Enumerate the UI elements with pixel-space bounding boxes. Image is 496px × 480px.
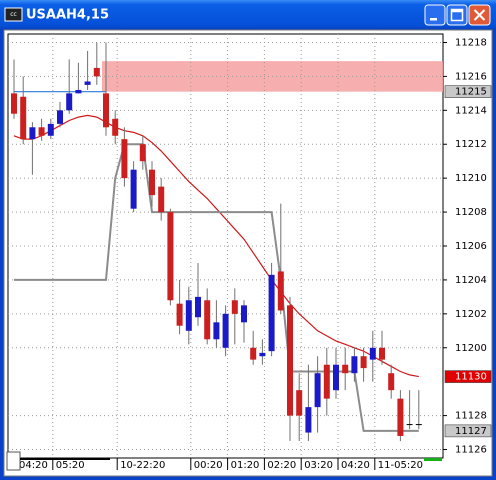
price-marker-label: 11215	[455, 87, 487, 98]
x-tick-label: 04:20	[19, 460, 48, 471]
y-tick-label: 11128	[455, 411, 487, 422]
candle-body	[213, 322, 220, 340]
y-tick-label: 11126	[455, 445, 487, 456]
y-tick-label: 11208	[455, 207, 487, 218]
price-marker-label: 11130	[455, 372, 487, 383]
y-tick-label: 11210	[455, 173, 487, 184]
app-icon	[4, 7, 23, 22]
y-tick-label: 11200	[455, 343, 487, 354]
candle-body	[415, 424, 422, 426]
candle-body	[149, 169, 155, 196]
x-tick-label: 10-22:20	[120, 460, 165, 471]
candle-body	[38, 127, 45, 136]
x-tick-label: 01:20	[231, 460, 260, 471]
y-tick-label: 11214	[455, 105, 487, 116]
candle-body	[277, 271, 284, 311]
candle-body	[204, 300, 211, 340]
candle-body	[185, 300, 192, 331]
candle-body	[231, 300, 238, 314]
candle-body	[66, 93, 73, 111]
indicator-line	[14, 143, 419, 432]
candle-body	[268, 274, 275, 352]
y-tick-label: 11216	[455, 71, 487, 82]
y-tick-label: 11206	[455, 241, 487, 252]
candle-body	[287, 305, 293, 416]
candle-body	[167, 212, 174, 301]
x-tick-label: 02:20	[267, 460, 296, 471]
candle-body	[250, 347, 257, 360]
candle-body	[112, 118, 119, 136]
candle-body	[333, 364, 339, 391]
y-tick-label: 11202	[455, 309, 487, 320]
price-marker-label: 11127	[455, 426, 487, 437]
x-tick-label: 05:20	[56, 460, 85, 471]
candle-body	[351, 356, 358, 374]
candle-body	[57, 110, 63, 124]
candle-body	[314, 373, 321, 408]
candle-body	[360, 356, 367, 369]
candle-body	[323, 364, 330, 399]
x-tick-label: 04:20	[341, 460, 370, 471]
y-tick-label: 11212	[455, 139, 487, 150]
candle-body	[259, 352, 266, 357]
chart: 11218 11216 11214 11212 11210 11208 11206 11204…	[8, 34, 492, 471]
candle-body	[93, 67, 100, 77]
candle-body	[29, 127, 36, 140]
minimize-button[interactable]	[424, 4, 446, 26]
candle-body	[296, 390, 303, 416]
candle-body	[75, 89, 82, 94]
x-tick-label: 11-05:20	[378, 460, 423, 471]
price-marker	[444, 424, 492, 438]
candle-body	[369, 347, 376, 360]
candle-body	[388, 373, 395, 391]
y-tick-label: 11218	[455, 37, 487, 48]
scroll-box	[6, 451, 21, 471]
candle-body	[406, 424, 413, 426]
candle-body	[397, 398, 404, 436]
x-tick-label: 00:20	[194, 460, 223, 471]
candle-body	[379, 347, 385, 360]
candle-body	[139, 144, 146, 162]
price-marker	[444, 85, 492, 98]
scroll-bar	[20, 458, 110, 460]
candle-body	[158, 186, 165, 213]
candle-body	[195, 296, 201, 318]
candle-body	[103, 93, 109, 128]
client-area	[3, 29, 493, 477]
maximize-button[interactable]	[446, 4, 468, 26]
y-tick-label: 11204	[455, 275, 487, 286]
candle-body	[222, 313, 229, 348]
candle-body	[11, 93, 17, 114]
candle-body	[47, 123, 54, 136]
x-tick-label: 03:20	[304, 460, 333, 471]
price-marker	[444, 370, 492, 383]
candle-body	[84, 81, 91, 85]
window-title: USAAH4,15	[26, 8, 109, 23]
candle-body	[121, 139, 128, 179]
candle-body	[305, 407, 312, 433]
candle-body	[130, 169, 137, 209]
app-icon-glyph: ᴄᴄ	[10, 11, 17, 18]
candle-body	[176, 303, 183, 326]
candle-body	[342, 364, 349, 374]
candle-body	[241, 305, 247, 323]
scroll-end	[424, 458, 442, 461]
title-bar	[0, 0, 496, 30]
indicator-line	[13, 114, 419, 378]
close-button[interactable]	[468, 4, 491, 26]
candle-body	[20, 96, 27, 140]
